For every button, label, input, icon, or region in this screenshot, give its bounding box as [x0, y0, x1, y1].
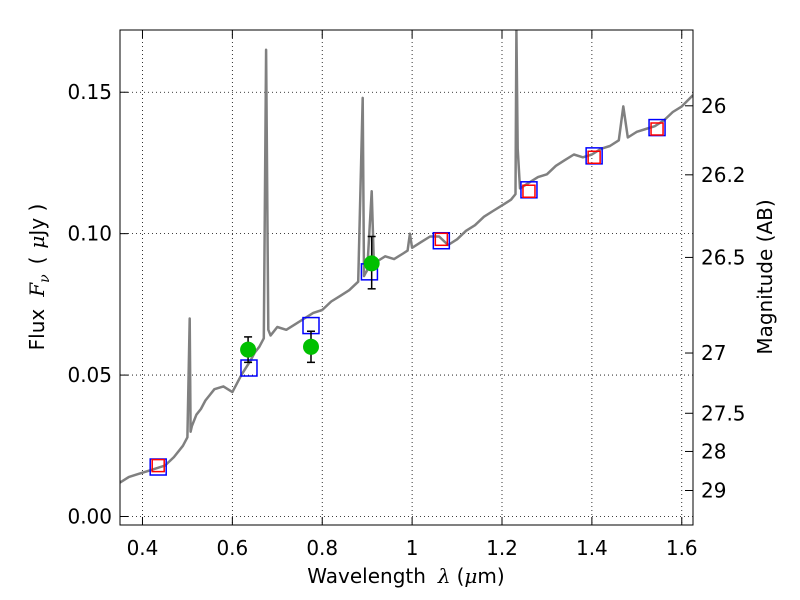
spectrum-line — [120, 30, 693, 484]
observed-data-point — [303, 338, 319, 355]
y2-tick-label: 26.2 — [701, 163, 746, 187]
y2-axis-label: Magnitude (AB) — [753, 199, 777, 354]
y-tick-label: 0.10 — [67, 222, 112, 246]
model-photometry-point-red — [650, 122, 664, 136]
y2-tick-label: 29 — [701, 478, 726, 502]
y2-tick-label: 27.5 — [701, 401, 746, 425]
y2-tick-label: 26 — [701, 94, 726, 118]
grid — [120, 30, 693, 525]
x-tick-label: 0.8 — [306, 536, 338, 560]
model-photometry-point-red — [151, 458, 165, 473]
y-tick-label: 0.05 — [67, 363, 112, 387]
x-axis-label: Wavelength λ (μm) — [307, 564, 504, 588]
ticks: 0.4 0.6 0.8 1 1.2 1.4 1.6 0.00 0.05 0.10 0.15 26 26.… — [67, 30, 746, 560]
x-tick-label: 1.4 — [576, 536, 608, 560]
model-photometry-point-red — [434, 232, 449, 247]
y2-tick-label: 26.5 — [701, 245, 746, 269]
series-layer — [120, 30, 693, 484]
plot-background — [120, 30, 693, 525]
x-tick-label: 0.6 — [216, 536, 248, 560]
y2-tick-label: 28 — [701, 439, 726, 463]
plot-frame — [119, 29, 694, 526]
y-tick-label: 0.00 — [67, 505, 112, 529]
series-group — [120, 30, 693, 484]
observed-data-point — [240, 341, 257, 358]
x-tick-label: 1 — [406, 536, 419, 560]
y-tick-label: 0.15 — [67, 80, 112, 104]
model-photometry-point — [240, 359, 258, 377]
x-tick-label: 1.6 — [666, 536, 698, 560]
y-axis-label: FluxFν(μJy ) — [25, 204, 53, 351]
x-tick-label: 1.2 — [486, 536, 518, 560]
model-photometry-point-red — [587, 150, 601, 165]
observed-data-point — [363, 255, 380, 272]
model-photometry-point-red — [522, 184, 536, 198]
x-tick-label: 0.4 — [127, 536, 159, 560]
y2-tick-label: 27 — [701, 341, 726, 365]
